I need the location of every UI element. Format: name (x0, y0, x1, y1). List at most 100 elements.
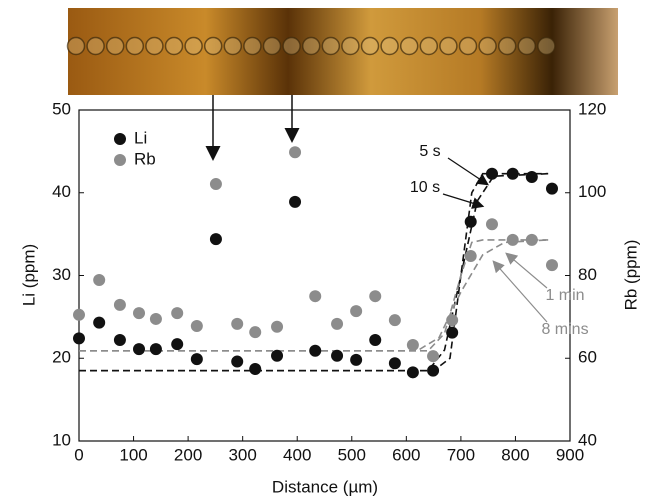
point (171, 338, 184, 351)
x-tick-label: 900 (556, 445, 584, 464)
point (73, 308, 85, 321)
point (231, 317, 244, 330)
laser-pit (243, 36, 262, 56)
laser-pit (86, 36, 105, 56)
laser-pit (105, 36, 125, 56)
y-tick-label: 10 (52, 430, 71, 449)
point (427, 350, 440, 363)
point (249, 326, 262, 339)
curve-arrow (505, 252, 548, 289)
x-tick-label: 200 (174, 445, 202, 464)
y2-tick-label: 60 (578, 348, 597, 367)
y2-tick-label: 80 (578, 265, 597, 284)
point (525, 233, 538, 246)
point (369, 334, 382, 347)
laser-pit (497, 36, 517, 56)
point (506, 233, 519, 246)
laser-pit (301, 36, 321, 56)
laser-pit (439, 36, 458, 56)
x-tick-label: 100 (119, 445, 147, 464)
y2-axis-label: Rb (ppm) (621, 240, 640, 311)
y-axis-label: Li (ppm) (19, 244, 38, 306)
point (309, 344, 322, 357)
point (93, 274, 106, 287)
curve-label: 8 mins (541, 321, 588, 338)
laser-pit (341, 36, 360, 56)
x-tick-label: 800 (501, 445, 529, 464)
y-tick-label: 50 (52, 99, 71, 118)
curve-arrow (492, 260, 548, 323)
point (388, 357, 401, 370)
laser-pit (419, 36, 439, 56)
laser-pit (66, 36, 86, 56)
point (271, 320, 284, 333)
legend-marker (114, 133, 126, 145)
point (190, 353, 203, 366)
x-tick-label: 500 (338, 445, 366, 464)
point (446, 326, 459, 339)
x-tick-label: 700 (447, 445, 475, 464)
point (388, 314, 401, 327)
laser-pit (223, 36, 243, 56)
x-tick-label: 400 (283, 445, 311, 464)
laser-pit (184, 36, 203, 56)
laser-pit (399, 36, 419, 56)
legend-marker (114, 154, 126, 166)
curve-label: 10 s (410, 179, 440, 196)
y2-tick-label: 40 (578, 430, 597, 449)
point (350, 305, 363, 318)
point (133, 343, 146, 356)
curve-arrow (447, 157, 489, 186)
curve-label: 5 s (419, 143, 440, 160)
laser-pit (478, 36, 497, 56)
laser-pit (203, 36, 223, 56)
model-curve (79, 172, 549, 372)
point (464, 250, 477, 263)
laser-pit (164, 36, 184, 56)
laser-pit (125, 36, 145, 56)
point (369, 290, 382, 303)
point (231, 355, 244, 368)
point (209, 233, 222, 246)
point (309, 290, 322, 303)
y-tick-label: 20 (52, 348, 71, 367)
laser-pit (145, 36, 164, 56)
point (149, 312, 162, 325)
x-axis-label: Distance (µm) (272, 477, 378, 496)
point (249, 363, 262, 376)
point (113, 298, 126, 311)
y-tick-label: 40 (52, 182, 71, 201)
point (289, 146, 302, 159)
point (133, 307, 146, 320)
laser-pit (517, 36, 537, 56)
point (485, 167, 498, 180)
point (485, 218, 498, 231)
laser-pit (360, 36, 380, 56)
y-tick-label: 30 (52, 265, 71, 284)
point (446, 314, 459, 327)
laser-pit (380, 36, 399, 56)
point (209, 178, 222, 191)
point (406, 366, 419, 379)
laser-pit (458, 36, 478, 56)
point (506, 167, 519, 180)
point (190, 319, 203, 332)
point (149, 343, 162, 356)
point (545, 182, 558, 195)
point (331, 349, 344, 362)
laser-pit (321, 36, 341, 56)
x-tick-label: 600 (392, 445, 420, 464)
point (350, 353, 363, 366)
legend-label: Li (134, 128, 147, 147)
y2-tick-label: 120 (578, 99, 606, 118)
point (289, 195, 302, 208)
model-curve (79, 239, 549, 352)
point (406, 339, 419, 352)
point (427, 364, 440, 377)
laser-pits (66, 36, 556, 56)
y2-tick-label: 100 (578, 182, 606, 201)
point (464, 215, 477, 228)
curve-label: 1 min (545, 287, 584, 304)
model-curve (79, 172, 549, 372)
